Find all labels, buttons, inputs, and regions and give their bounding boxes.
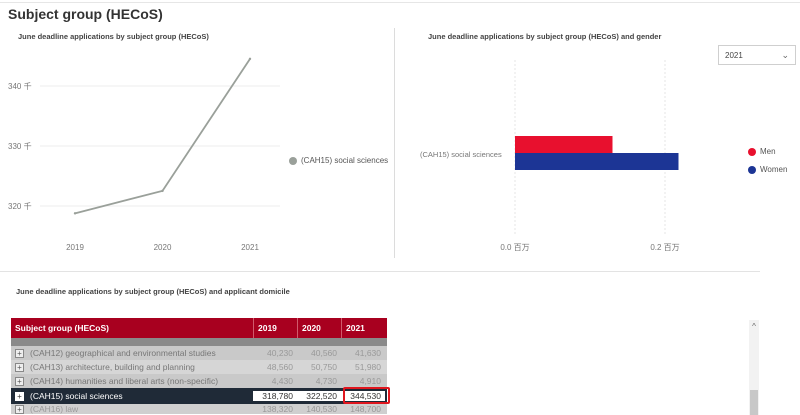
table-title: June deadline applications by subject gr… xyxy=(16,287,290,296)
cell-2019: 318,780 xyxy=(253,391,297,401)
legend-dot-icon xyxy=(748,147,756,156)
legend-dot-icon xyxy=(289,156,297,165)
series-point xyxy=(73,212,77,215)
panel-divider-horizontal xyxy=(0,271,760,272)
page-title: Subject group (HECoS) xyxy=(8,6,163,22)
table-row[interactable]: + (CAH13) architecture, building and plan… xyxy=(11,360,387,374)
cell-2020: 50,750 xyxy=(311,362,337,372)
table-row[interactable]: + (CAH16) law 138,320 140,530 148,700 xyxy=(11,404,387,414)
y-tick-label: 320 千 xyxy=(8,201,32,211)
line-legend-item[interactable]: (CAH15) social sciences xyxy=(289,156,388,165)
bar-category-label: (CAH15) social sciences xyxy=(420,150,502,159)
legend-label-women: Women xyxy=(760,165,788,174)
cell-2021: 41,630 xyxy=(355,348,381,358)
table-row[interactable]: + (CAH12) geographical and environmental … xyxy=(11,346,387,360)
bar-legend-women[interactable]: Women xyxy=(748,165,787,174)
top-rule xyxy=(0,2,800,3)
row-label: (CAH13) architecture, building and plann… xyxy=(30,362,195,372)
expand-icon[interactable]: + xyxy=(15,404,24,414)
x-tick-label: 2020 xyxy=(154,243,172,252)
cell-2021: 51,980 xyxy=(355,362,381,372)
legend-dot-icon xyxy=(748,165,756,174)
legend-label-men: Men xyxy=(760,147,776,156)
table-row[interactable]: + (CAH14) humanities and liberal arts (no… xyxy=(11,374,387,388)
cell-2020: 322,520 xyxy=(297,391,341,401)
table-scrollbar[interactable]: ^ xyxy=(749,320,759,415)
x-tick-label: 2021 xyxy=(241,243,259,252)
cell-2019: 138,320 xyxy=(262,404,293,414)
scroll-up-icon[interactable]: ^ xyxy=(752,322,756,331)
chevron-down-icon: ⌄ xyxy=(781,49,789,60)
y-tick-label: 340 千 xyxy=(8,81,32,91)
line-chart-title: June deadline applications by subject gr… xyxy=(18,32,209,41)
bar-chart: 0.0 百万 0.2 百万 xyxy=(500,60,680,252)
row-label: (CAH16) law xyxy=(30,404,79,414)
panel-divider-vertical xyxy=(394,28,395,258)
column-header-2019[interactable]: 2019 xyxy=(253,318,297,338)
line-legend-label: (CAH15) social sciences xyxy=(301,156,389,165)
cell-2019: 4,430 xyxy=(271,376,293,386)
cell-2019: 48,560 xyxy=(267,362,293,372)
column-header-subject[interactable]: Subject group (HECoS) xyxy=(15,323,109,333)
cell-2021: 148,700 xyxy=(350,404,381,414)
x-tick-label: 2019 xyxy=(66,243,84,252)
row-label: (CAH12) geographical and environmental s… xyxy=(30,348,216,358)
y-tick-label: 330 千 xyxy=(8,141,32,151)
x-tick-label: 0.0 百万 xyxy=(500,243,529,252)
expand-icon[interactable]: + xyxy=(15,376,24,386)
table-row-partial xyxy=(11,338,387,346)
column-header-2020[interactable]: 2020 xyxy=(297,318,341,338)
series-point xyxy=(161,189,164,193)
expand-icon[interactable]: + xyxy=(15,348,24,358)
expand-icon[interactable]: + xyxy=(15,362,24,372)
cell-2021: 344,530 xyxy=(341,391,385,401)
cell-2020: 40,560 xyxy=(311,348,337,358)
x-tick-label: 0.2 百万 xyxy=(650,243,679,252)
bar-men xyxy=(515,136,613,153)
row-label: (CAH14) humanities and liberal arts (non… xyxy=(30,376,219,386)
table-header: Subject group (HECoS) 2019 2020 2021 xyxy=(11,318,387,338)
cell-2021: 4,910 xyxy=(359,376,381,386)
row-label: (CAH15) social sciences xyxy=(30,391,123,401)
series-point xyxy=(248,57,252,61)
cell-2020: 140,530 xyxy=(306,404,337,414)
bar-women xyxy=(515,153,679,170)
bar-chart-title: June deadline applications by subject gr… xyxy=(428,32,662,41)
year-dropdown-value: 2021 xyxy=(725,50,743,60)
cell-2019: 40,230 xyxy=(267,348,293,358)
year-dropdown[interactable]: 2021 ⌄ xyxy=(718,45,796,65)
scroll-thumb[interactable] xyxy=(750,390,758,415)
bar-legend-men[interactable]: Men xyxy=(748,147,776,156)
highlight-annotation-box xyxy=(343,387,390,404)
data-table: Subject group (HECoS) 2019 2020 2021 + (C… xyxy=(11,318,387,414)
column-header-2021[interactable]: 2021 xyxy=(341,318,385,338)
line-chart: 320 千 330 千 340 千 2019 2020 2021 xyxy=(8,57,280,252)
cell-2020: 4,730 xyxy=(315,376,337,386)
table-row-selected[interactable]: + (CAH15) social sciences 318,780 322,520… xyxy=(11,388,387,404)
expand-icon[interactable]: + xyxy=(15,391,24,401)
